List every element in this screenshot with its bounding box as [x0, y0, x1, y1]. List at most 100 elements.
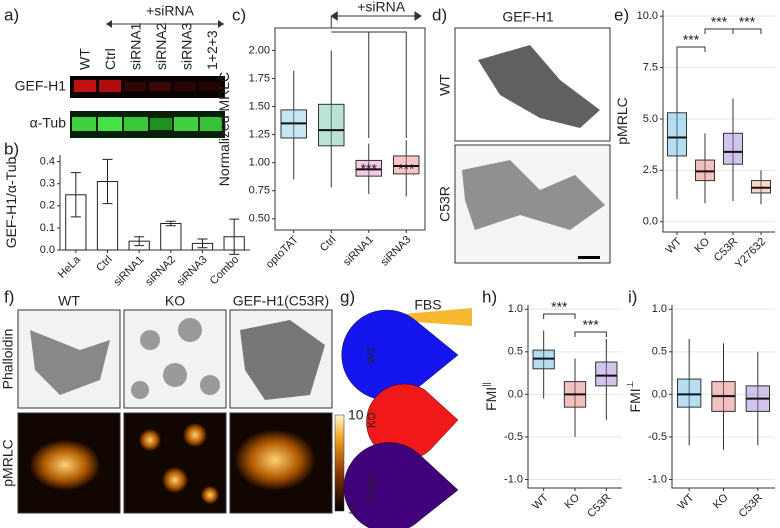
y-axis-label: Normalized MRLC — [216, 72, 232, 186]
error-bar — [197, 238, 208, 249]
lane-label: siRNA1 — [128, 22, 144, 70]
cell-images — [17, 309, 345, 514]
x-tick-label: WT — [530, 491, 551, 512]
error-bar — [229, 218, 240, 255]
rose-row-label: KO — [366, 412, 378, 428]
x-tick-label: WT — [664, 235, 685, 256]
y-axis-label-text: FMI — [627, 388, 643, 412]
y-axis-label-sup: ⊥ — [625, 380, 635, 388]
y-tick-label: 0.0 — [508, 388, 523, 400]
panel-label: a) — [4, 5, 19, 24]
error-bar — [70, 172, 81, 218]
colorbar-label: 10 — [348, 407, 364, 423]
x-tick-label: siRNA3 — [175, 254, 210, 289]
significance: *** — [361, 161, 378, 177]
significance: *** — [739, 14, 756, 30]
axes — [59, 155, 250, 251]
y-axis-label: FMI|| — [481, 382, 498, 411]
blot-row-label: GEF-H1 — [15, 78, 67, 94]
y-tick-label: 0.0 — [40, 244, 55, 256]
rose-row-label: C53R — [366, 474, 378, 502]
y-tick-label: -1.0 — [504, 473, 523, 485]
x-tick-label: C53R — [737, 492, 765, 520]
bar — [160, 222, 182, 251]
box — [595, 361, 618, 387]
y-tick-label: -1.0 — [648, 473, 667, 485]
axes — [527, 305, 622, 489]
y-tick-label: 0.75 — [249, 185, 270, 197]
x-tick-label: WT — [676, 491, 697, 512]
x-tick-label: KO — [711, 491, 731, 511]
significance: *** — [398, 161, 415, 177]
y-tick-label: 0.5 — [652, 346, 667, 358]
box — [393, 155, 420, 175]
significance-bracket — [704, 28, 734, 34]
y-axis-label: GEF-H1/α-Tub — [3, 156, 19, 248]
x-tick-label: KO — [692, 235, 712, 255]
significance-bracket — [676, 46, 706, 52]
error-bar — [134, 236, 145, 247]
axes — [662, 10, 775, 233]
panel-label: e) — [614, 5, 629, 24]
image-row-label: WT — [437, 74, 453, 96]
significance: *** — [582, 317, 599, 333]
y-axis-label-text: GEF-H1/α-Tub — [3, 156, 19, 248]
y-axis-label-text: Normalized MRLC — [216, 72, 232, 186]
y-tick-label: 0.4 — [40, 156, 55, 168]
image-col-label: WT — [58, 293, 80, 309]
y-axis-label: FMI⊥ — [625, 380, 642, 412]
y-tick-label: 0.0 — [643, 216, 658, 228]
significance: *** — [683, 32, 700, 48]
x-tick-label: siRNA1 — [111, 254, 146, 289]
significance-bracket — [574, 331, 607, 337]
plot-frame — [274, 27, 426, 231]
comparison-lines — [330, 16, 407, 138]
box — [355, 159, 382, 177]
box — [722, 132, 744, 165]
box — [318, 103, 345, 147]
error-bar — [102, 158, 113, 205]
significance-bracket — [732, 28, 762, 34]
panel-label: f) — [4, 287, 14, 306]
image-col-label: GEF-H1(C53R) — [233, 293, 329, 309]
gef-h1-images — [454, 27, 611, 264]
significance: *** — [711, 14, 728, 30]
lane-label: siRNA3 — [179, 22, 195, 70]
y-tick-label: 7.5 — [643, 61, 658, 73]
y-tick-label: 0.0 — [652, 388, 667, 400]
header-arrow — [330, 11, 422, 21]
x-tick-label: HeLa — [56, 253, 84, 281]
rose-row-label: WT — [366, 346, 378, 363]
y-tick-label: 1.75 — [249, 72, 270, 84]
x-tick-label: Ctrl — [94, 254, 115, 275]
y-tick-label: 2.5 — [643, 164, 658, 176]
y-tick-label: 0.50 — [249, 213, 270, 225]
y-tick-label: 2.00 — [249, 44, 270, 56]
lane-label: WT — [77, 48, 93, 70]
y-tick-label: 1.25 — [249, 129, 270, 141]
x-tick-label: C53R — [585, 492, 613, 520]
y-tick-label: 0.1 — [40, 222, 55, 234]
y-tick-label: -0.5 — [504, 431, 523, 443]
x-tick-label: siRNA1 — [341, 234, 376, 269]
y-axis-label-text: pMRLC — [614, 97, 630, 144]
y-axis-label: pMRLC — [614, 97, 630, 144]
box — [676, 378, 702, 408]
box — [694, 159, 716, 182]
x-tick-label: siRNA3 — [379, 234, 414, 269]
lane-label: Ctrl — [102, 48, 118, 70]
image-row-label: C53R — [437, 186, 453, 222]
colorbar-label: 1 — [348, 501, 356, 517]
lane-label: 1+2+3 — [204, 30, 220, 70]
x-tick-label: KO — [562, 491, 582, 511]
x-tick-label: optoTAT — [264, 234, 301, 271]
significance-bracket — [543, 313, 576, 319]
y-tick-label: 0.5 — [508, 346, 523, 358]
panel-label: d) — [432, 5, 447, 24]
axes — [671, 305, 775, 489]
y-tick-label: 10.0 — [637, 10, 658, 22]
panel-label: c) — [232, 5, 246, 24]
panel-label: b) — [4, 139, 19, 158]
error-bar — [165, 220, 176, 227]
